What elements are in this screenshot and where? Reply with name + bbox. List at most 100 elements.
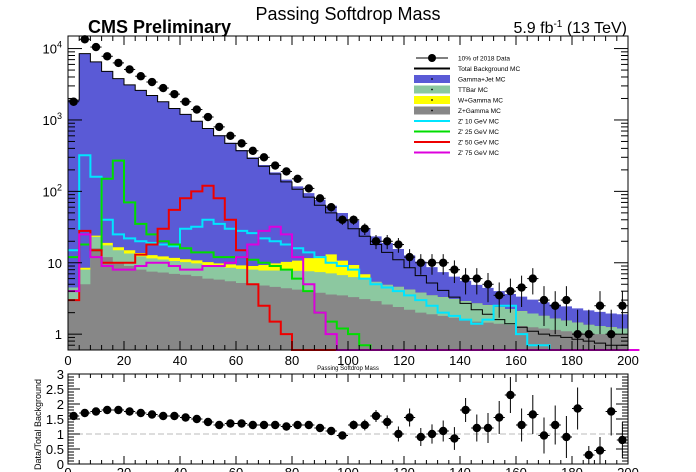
ratio-point (226, 419, 235, 428)
data-point (584, 329, 593, 339)
ratio-point (383, 417, 392, 427)
ratio-points-layer (68, 377, 628, 464)
data-point (226, 131, 235, 141)
ratio-point (237, 419, 246, 428)
main-x-tick-label: 20 (117, 353, 131, 368)
ratio-x-tick-label: 0 (64, 465, 71, 472)
ratio-point (192, 414, 201, 424)
legend-entry-label: Gamma+Jet MC (458, 77, 506, 84)
data-point (517, 283, 526, 292)
data-point (293, 174, 302, 183)
ratio-point (506, 390, 515, 400)
data-point (439, 258, 448, 267)
stack-layer (68, 53, 628, 350)
ratio-point (248, 420, 257, 430)
ratio-point (595, 446, 605, 455)
ratio-x-axis: 0 20 40 60 80 100 120 140 160 180 200 (64, 374, 639, 472)
ratio-y-tick-label: 1 (57, 427, 64, 442)
ratio-point (114, 405, 123, 415)
ratio-y-tick-label: 0 (57, 457, 64, 472)
ratio-point (103, 405, 112, 415)
lumi-label: 5.9 fb-1 (13 TeV) (513, 19, 627, 37)
ratio-y-axis-label: Data/Total Background (33, 379, 43, 470)
ratio-point (551, 420, 560, 430)
ratio-point (181, 413, 190, 422)
main-x-tick-label: 80 (285, 353, 299, 368)
data-point (181, 97, 190, 106)
main-x-tick-label: 60 (229, 353, 243, 368)
data-point (562, 295, 571, 305)
data-point (539, 295, 549, 305)
data-point (573, 329, 582, 339)
main-x-tick-label: 120 (393, 353, 415, 368)
main-x-axis: 0 20 40 60 80 100 120 140 160 180 200 (64, 36, 639, 368)
data-point (103, 52, 112, 61)
ratio-y-tick-label: 2.5 (46, 382, 64, 397)
ratio-point (607, 407, 616, 416)
main-pad: 0 20 40 60 80 100 120 140 160 180 200 1 10 102 103 104… (43, 35, 640, 372)
data-point (461, 274, 470, 283)
total-background-layer (68, 53, 628, 346)
total-background-line (68, 53, 628, 346)
ratio-point (136, 408, 145, 418)
ratio-x-tick-label: 40 (173, 465, 187, 472)
data-point (618, 301, 627, 310)
main-x-tick-label: 140 (449, 353, 471, 368)
ratio-point (203, 417, 213, 427)
ratio-x-tick-label: 60 (229, 465, 243, 472)
legend-data-marker (428, 54, 436, 62)
data-point (315, 194, 325, 203)
ratio-point (159, 411, 168, 421)
data-point (304, 184, 313, 193)
ratio-x-tick-label: 120 (393, 465, 415, 472)
data-point (360, 224, 369, 233)
ratio-point (170, 411, 179, 421)
ratio-point (259, 420, 269, 430)
data-point (114, 58, 123, 68)
data-point (271, 161, 280, 170)
data-point (170, 89, 179, 99)
data-point (69, 97, 78, 106)
ratio-point (293, 420, 302, 430)
ratio-point (405, 413, 414, 422)
data-point (595, 301, 605, 310)
ratio-x-tick-label: 200 (617, 465, 639, 472)
data-point (248, 146, 257, 155)
data-point (282, 167, 291, 176)
data-point (125, 65, 134, 74)
data-point (528, 274, 537, 283)
legend-fill-dot (431, 99, 433, 101)
ratio-y-tick-label: 0.5 (46, 442, 64, 457)
ratio-point (461, 405, 470, 415)
ratio-point (147, 410, 157, 419)
data-point (416, 258, 425, 267)
ratio-x-tick-label: 80 (285, 465, 299, 472)
data-point (215, 122, 224, 132)
legend-entry-label: Z' 75 GeV MC (458, 150, 499, 157)
data-point (551, 301, 560, 310)
data-point (259, 153, 269, 162)
legend-entry-label: Z' 25 GeV MC (458, 129, 499, 136)
main-y-tick-label: 102 (43, 182, 62, 199)
legend-entry-label: Z+Gamma MC (458, 108, 501, 115)
ratio-point (360, 420, 369, 430)
ratio-point (371, 411, 381, 421)
data-point (483, 280, 493, 289)
data-point (349, 215, 358, 224)
main-x-tick-label: 100 (337, 353, 359, 368)
data-point (203, 112, 213, 122)
ratio-point (338, 431, 347, 440)
ratio-point (573, 404, 582, 413)
ratio-x-tick-label: 20 (117, 465, 131, 472)
ratio-point (282, 422, 291, 431)
main-x-tick-label: 180 (561, 353, 583, 368)
ratio-point (304, 420, 313, 430)
ratio-point (450, 434, 459, 443)
main-y-axis: 1 10 102 103 104 (43, 40, 628, 351)
legend-fill-dot (431, 88, 433, 91)
ratio-y-tick-label: 2 (57, 397, 64, 412)
ratio-x-tick-label: 160 (505, 465, 527, 472)
data-point (237, 139, 246, 148)
